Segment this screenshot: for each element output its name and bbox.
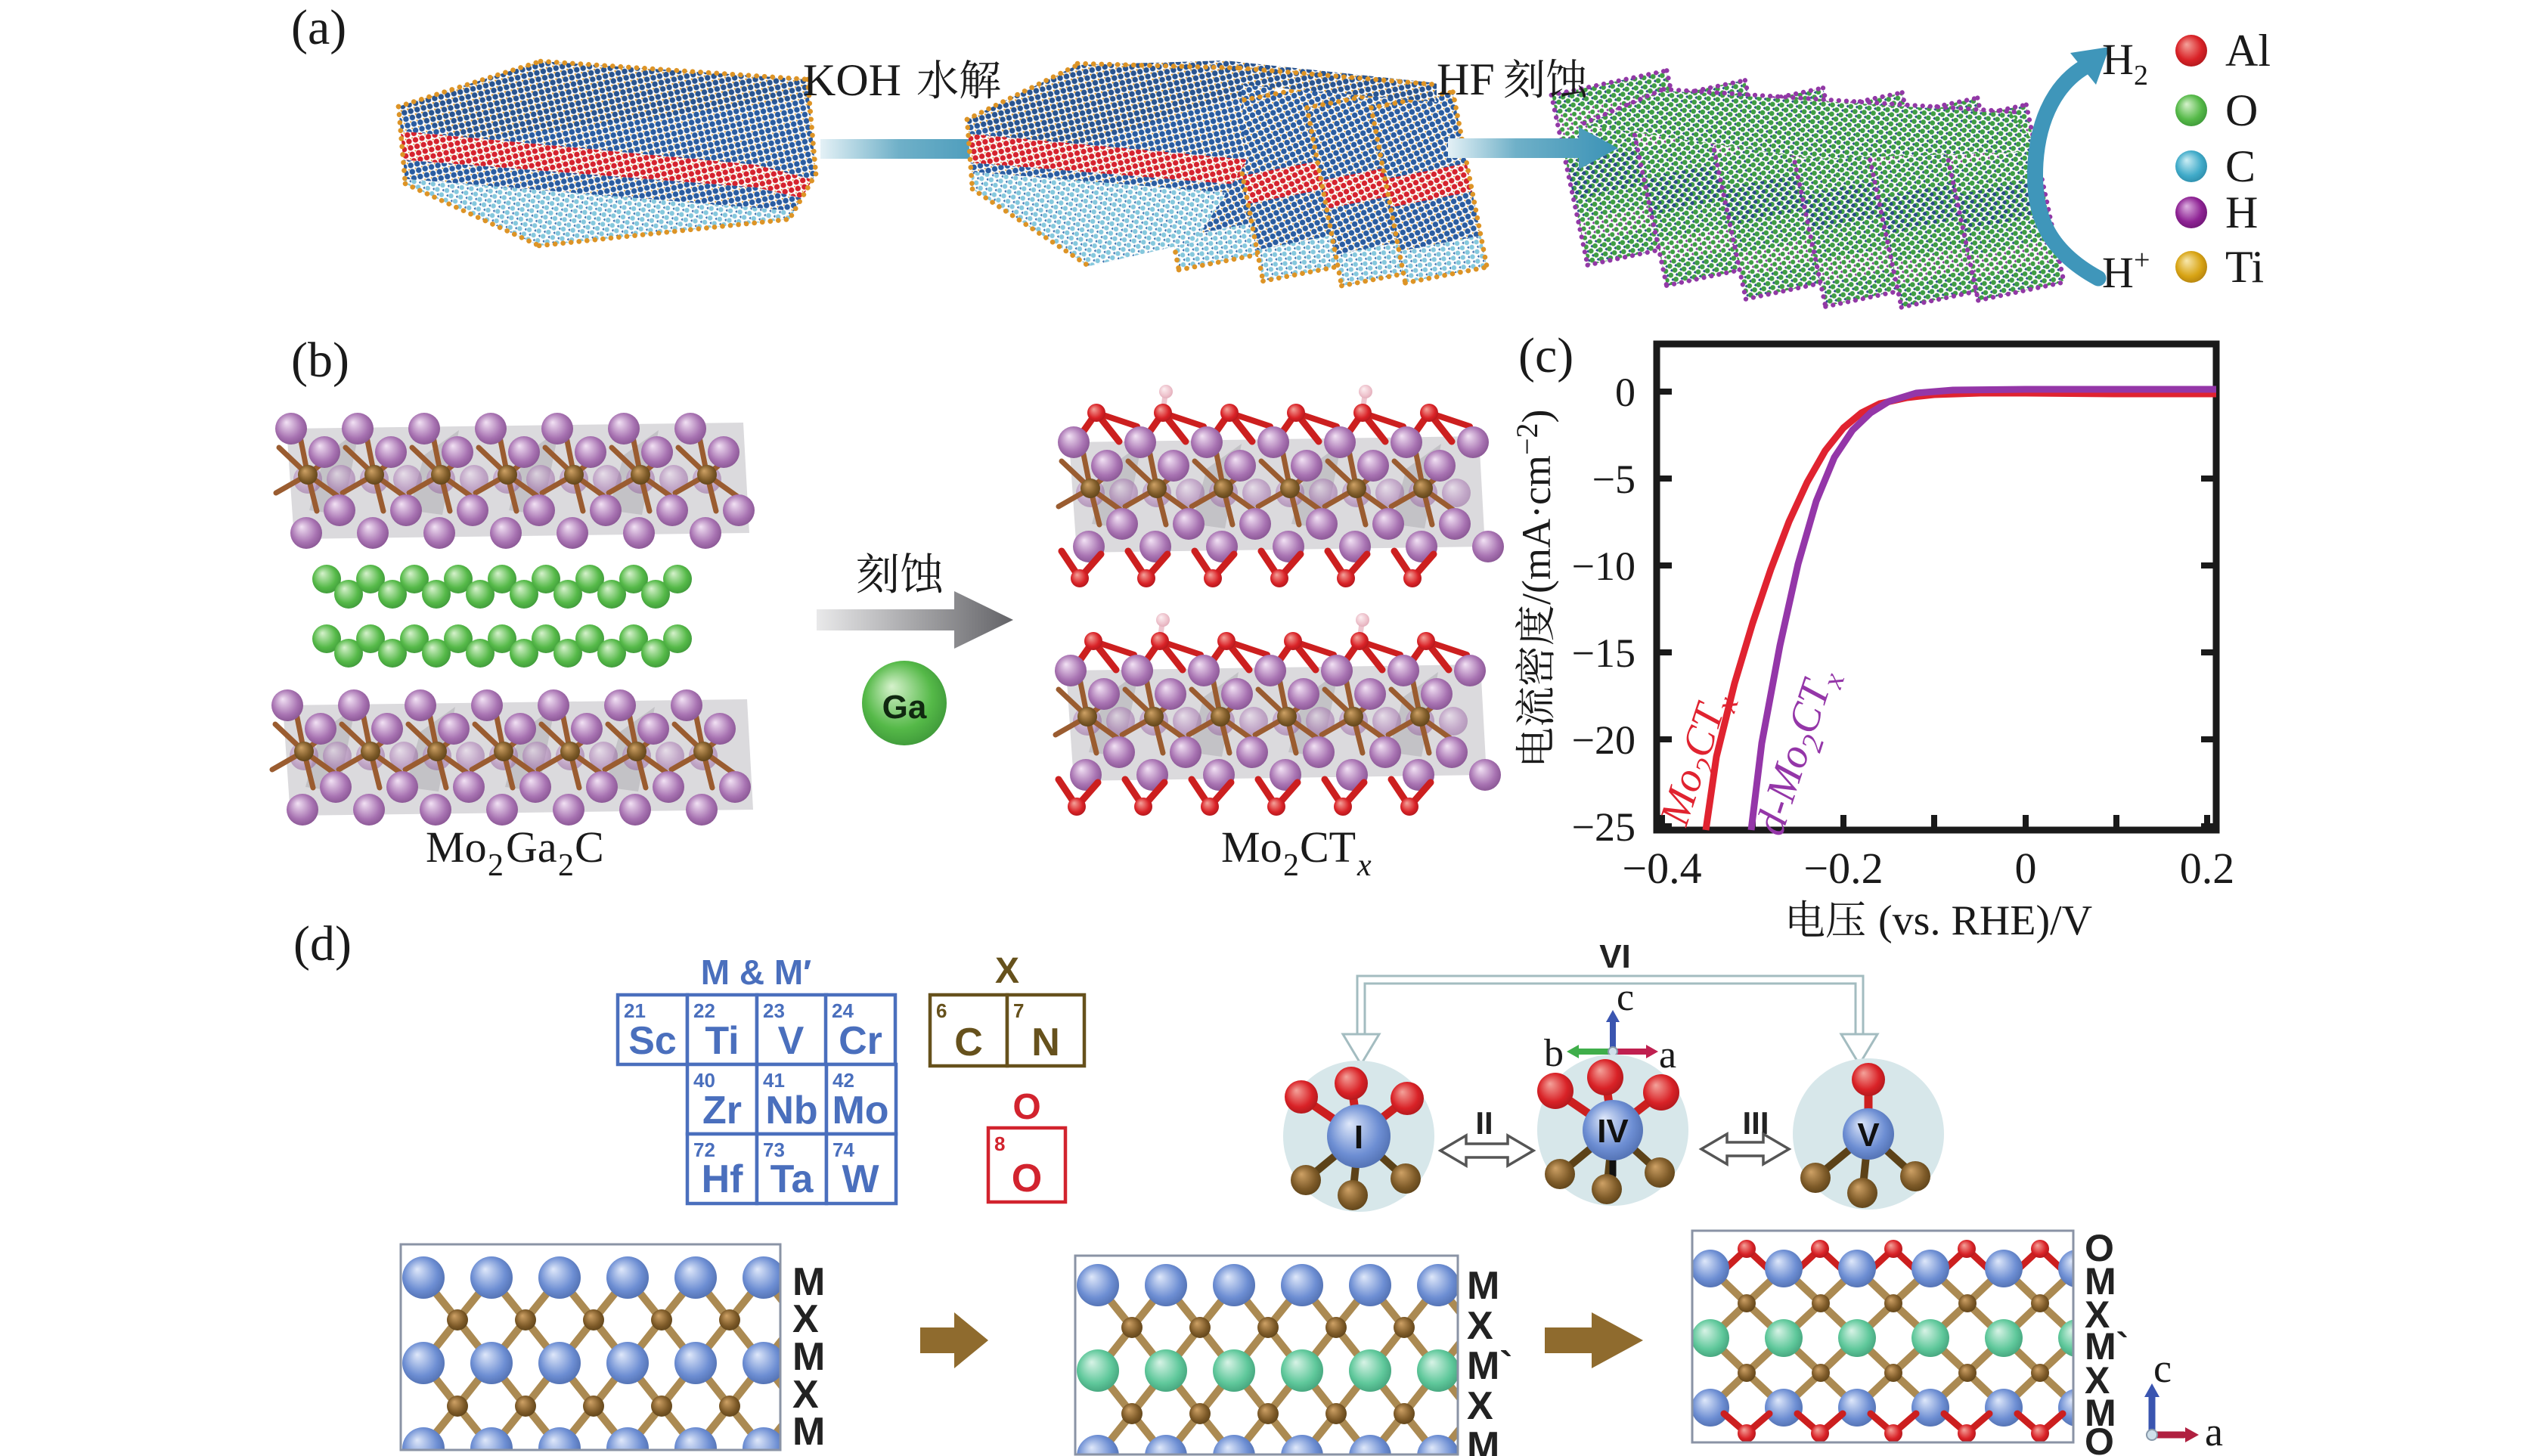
svg-text:a: a [2205, 1409, 2223, 1454]
svg-text:c: c [2153, 1346, 2172, 1391]
svg-text:X: X [1467, 1384, 1493, 1428]
svg-text:21: 21 [624, 999, 646, 1022]
svg-text:−0.2: −0.2 [1803, 844, 1883, 893]
svg-text:x: x [1356, 848, 1372, 883]
svg-text:23: 23 [763, 999, 785, 1022]
svg-text:72: 72 [693, 1138, 715, 1161]
svg-text:M: M [792, 1260, 825, 1304]
svg-text:Mo: Mo [426, 822, 487, 872]
svg-text:M: M [792, 1335, 825, 1379]
svg-text:M: M [1467, 1264, 1499, 1308]
svg-text:N: N [1031, 1021, 1060, 1064]
svg-text:Ta: Ta [770, 1157, 814, 1201]
svg-text:74: 74 [832, 1138, 854, 1161]
svg-text:Cr: Cr [839, 1019, 882, 1063]
svg-text:2: 2 [558, 848, 574, 883]
svg-text:(d): (d) [293, 916, 352, 971]
svg-text:b: b [1544, 1032, 1564, 1075]
svg-text:6: 6 [936, 999, 947, 1022]
svg-text:40: 40 [693, 1069, 715, 1092]
svg-text:M: M [2085, 1260, 2116, 1303]
svg-text:M`: M` [1467, 1344, 1513, 1388]
svg-text:−5: −5 [1592, 457, 1636, 502]
svg-text:(b): (b) [291, 333, 349, 388]
svg-text:C: C [954, 1021, 983, 1064]
svg-text:X: X [792, 1297, 819, 1341]
svg-text:X: X [792, 1373, 819, 1417]
svg-text:Ti: Ti [2225, 242, 2264, 292]
svg-text:73: 73 [763, 1138, 785, 1161]
svg-text:22: 22 [693, 999, 715, 1022]
svg-text:−25: −25 [1572, 804, 1636, 850]
svg-text:H: H [2102, 248, 2134, 297]
svg-text:Ga: Ga [506, 822, 557, 872]
svg-text:M: M [1467, 1424, 1499, 1456]
svg-text:KOH: KOH [803, 55, 901, 105]
svg-text:O: O [2085, 1227, 2114, 1269]
svg-text:c: c [1617, 976, 1634, 1019]
svg-text:Sc: Sc [628, 1019, 677, 1063]
svg-text:C: C [2225, 141, 2256, 191]
svg-text:X: X [995, 951, 1019, 991]
svg-text:II: II [1475, 1105, 1493, 1141]
svg-text:2: 2 [1283, 848, 1299, 883]
svg-text:a: a [1659, 1033, 1676, 1077]
svg-text:−20: −20 [1572, 717, 1636, 763]
svg-text:VI: VI [1599, 938, 1631, 975]
svg-text:Mo: Mo [1221, 822, 1282, 872]
svg-text:Ga: Ga [882, 689, 927, 726]
svg-text:−15: −15 [1572, 630, 1636, 676]
svg-text:Nb: Nb [765, 1089, 817, 1132]
svg-text:41: 41 [763, 1069, 785, 1092]
svg-text:CT: CT [1300, 822, 1356, 872]
svg-text:I: I [1354, 1119, 1363, 1156]
svg-text:2: 2 [488, 848, 504, 883]
svg-text:7: 7 [1013, 999, 1024, 1022]
svg-text:C: C [575, 822, 604, 872]
svg-text:Hf: Hf [702, 1157, 744, 1201]
svg-text:0.2: 0.2 [2180, 844, 2235, 893]
svg-text:(c): (c) [1518, 328, 1573, 383]
svg-text:(vs. RHE)/V: (vs. RHE)/V [1878, 897, 2092, 944]
svg-text:X: X [2085, 1359, 2110, 1402]
svg-text:Zr: Zr [702, 1089, 742, 1132]
svg-text:Mo: Mo [832, 1089, 888, 1132]
svg-text:M: M [2085, 1392, 2116, 1434]
svg-text:O: O [1012, 1157, 1042, 1200]
svg-text:X: X [1467, 1304, 1493, 1348]
svg-text:HF: HF [1437, 54, 1495, 104]
svg-text:X: X [2085, 1293, 2110, 1336]
svg-text:H: H [2225, 187, 2258, 237]
svg-text:O: O [1012, 1087, 1040, 1127]
svg-text:8: 8 [994, 1132, 1005, 1155]
svg-text:W: W [842, 1157, 879, 1201]
svg-text:M: M [792, 1410, 825, 1454]
svg-text:O: O [2085, 1420, 2114, 1456]
svg-text:H: H [2102, 35, 2134, 84]
svg-text:V: V [778, 1019, 805, 1063]
svg-text:0: 0 [2015, 844, 2037, 893]
svg-text:−0.4: −0.4 [1622, 844, 1701, 893]
svg-text:24: 24 [832, 999, 854, 1022]
svg-text:O: O [2225, 85, 2258, 135]
svg-text:(a): (a) [291, 0, 346, 55]
svg-text:0: 0 [1615, 370, 1636, 415]
svg-text:V: V [1857, 1117, 1880, 1154]
svg-text:42: 42 [832, 1069, 854, 1092]
svg-text:−10: −10 [1572, 544, 1636, 589]
svg-text:M`: M` [2085, 1325, 2128, 1368]
svg-text:Al: Al [2225, 26, 2271, 76]
svg-text:M & M′: M & M′ [701, 953, 811, 992]
svg-text:IV: IV [1597, 1113, 1629, 1150]
svg-text:2: 2 [2134, 60, 2148, 91]
svg-text:+: + [2134, 244, 2150, 276]
svg-text:Ti: Ti [705, 1019, 739, 1063]
